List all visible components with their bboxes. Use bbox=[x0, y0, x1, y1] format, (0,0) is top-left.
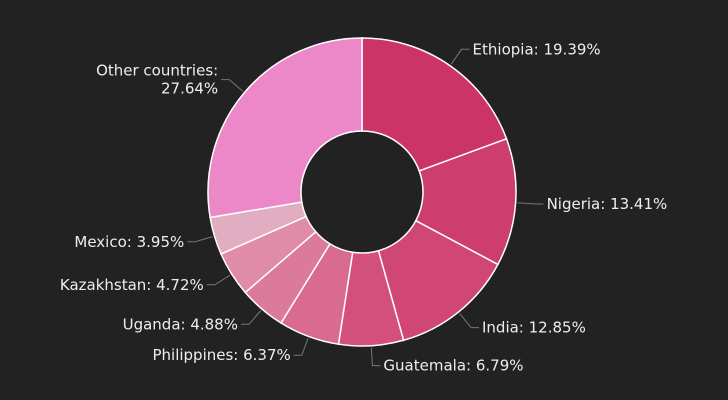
donut-slice bbox=[377, 219, 499, 342]
donut-slice bbox=[361, 37, 508, 172]
leader-line bbox=[187, 236, 213, 243]
slice-label: Kazakhstan: 4.72% bbox=[60, 275, 204, 293]
leader-line bbox=[240, 310, 262, 325]
slice-label: Nigeria: 13.41% bbox=[547, 194, 668, 212]
slice-label: Other countries: 27.64% bbox=[96, 61, 218, 97]
slice-label: India: 12.85% bbox=[482, 318, 586, 336]
slice-label-line: 27.64% bbox=[161, 79, 218, 97]
slice-label-line: Philippines: 6.37% bbox=[152, 346, 290, 364]
leader-line bbox=[450, 48, 470, 65]
slice-label-line: Other countries: bbox=[96, 61, 218, 79]
leader-line bbox=[206, 274, 231, 286]
leader-line bbox=[221, 79, 244, 92]
slice-label: Philippines: 6.37% bbox=[152, 346, 290, 364]
donut-slice bbox=[414, 137, 517, 266]
slice-label: Uganda: 4.88% bbox=[123, 315, 238, 333]
slice-label-line: India: 12.85% bbox=[482, 318, 586, 336]
slice-label-line: Ethiopia: 19.39% bbox=[473, 40, 601, 58]
slice-label-line: Kazakhstan: 4.72% bbox=[60, 275, 204, 293]
leader-line bbox=[459, 313, 480, 329]
slice-label: Mexico: 3.95% bbox=[74, 232, 184, 250]
donut-slice bbox=[207, 37, 363, 219]
slice-label-line: Uganda: 4.88% bbox=[123, 315, 238, 333]
slice-label: Ethiopia: 19.39% bbox=[473, 40, 601, 58]
leader-line bbox=[293, 338, 309, 356]
slice-label-line: Guatemala: 6.79% bbox=[383, 356, 523, 374]
leader-line bbox=[370, 347, 381, 367]
slice-label: Guatemala: 6.79% bbox=[383, 356, 523, 374]
slice-label-line: Mexico: 3.95% bbox=[74, 232, 184, 250]
leader-line bbox=[517, 202, 544, 205]
slice-label-line: Nigeria: 13.41% bbox=[547, 194, 668, 212]
